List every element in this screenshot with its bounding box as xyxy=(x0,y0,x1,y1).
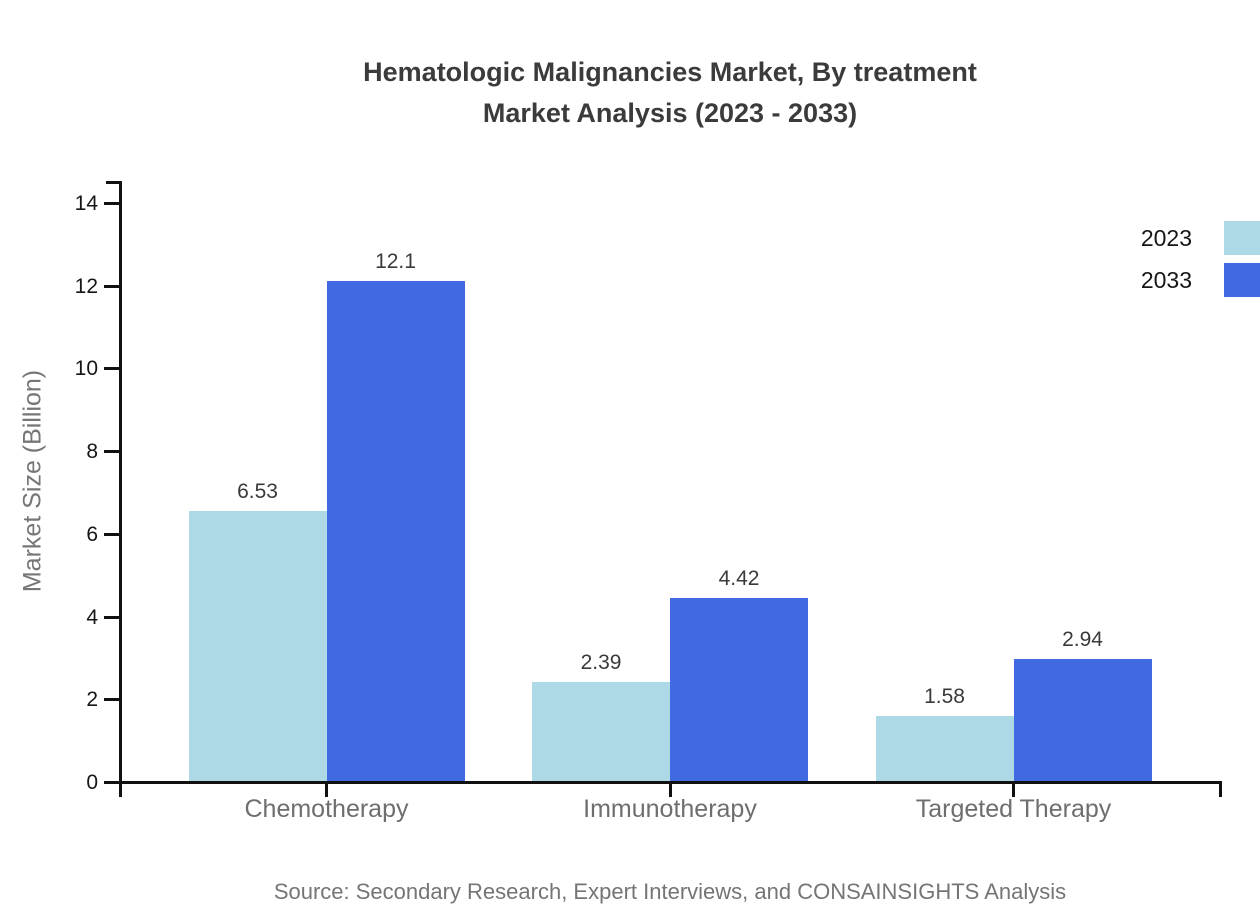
y-tick xyxy=(104,781,119,784)
bar-2033-chemotherapy xyxy=(326,280,465,781)
y-axis-end-cap xyxy=(106,181,119,184)
bar-value-label: 12.1 xyxy=(375,249,416,273)
y-tick xyxy=(104,450,119,454)
y-tick-label: 0 xyxy=(86,771,98,794)
y-tick-label: 2 xyxy=(86,688,98,712)
y-tick xyxy=(104,615,119,619)
x-category-label: Targeted Therapy xyxy=(915,795,1112,823)
y-tick-label: 10 xyxy=(74,357,98,381)
bar-2023-chemotherapy xyxy=(188,510,327,781)
x-tick xyxy=(668,784,672,797)
y-tick xyxy=(104,202,119,205)
y-tick-label: 8 xyxy=(86,440,98,464)
y-tick xyxy=(104,532,119,536)
bar-2023-targeted-therapy xyxy=(875,715,1014,781)
x-category-label: Immunotherapy xyxy=(583,795,757,823)
x-category-label: Chemotherapy xyxy=(244,795,409,823)
x-axis-line xyxy=(119,781,1222,784)
bar-value-label: 4.42 xyxy=(718,567,760,591)
legend-swatch-2033 xyxy=(1224,263,1260,297)
chart-title-line1: Hematologic Malignancies Market, By trea… xyxy=(363,57,977,87)
x-axis-right-end-cap xyxy=(1219,784,1222,797)
y-axis-label: Market Size (Billion) xyxy=(18,369,47,593)
chart-title: Hematologic Malignancies Market, By trea… xyxy=(80,52,1260,134)
bar-2033-immunotherapy xyxy=(670,598,808,781)
bar-2033-targeted-therapy xyxy=(1013,659,1152,781)
y-tick-label: 4 xyxy=(86,605,98,629)
bar-value-label: 6.53 xyxy=(237,479,278,503)
bar-value-label: 2.39 xyxy=(580,651,622,675)
y-tick xyxy=(104,698,119,702)
y-tick-label: 12 xyxy=(74,274,98,298)
x-tick xyxy=(1012,784,1015,797)
bar-value-label: 2.94 xyxy=(1062,628,1103,652)
y-tick xyxy=(104,367,119,371)
source-note: Source: Secondary Research, Expert Inter… xyxy=(273,879,1067,904)
x-tick xyxy=(325,784,328,797)
y-axis-line xyxy=(119,181,122,784)
legend-label-2033: 2033 xyxy=(1140,267,1192,293)
y-tick xyxy=(104,284,119,288)
x-axis-left-end-cap xyxy=(119,784,122,797)
y-tick-label: 14 xyxy=(74,192,98,215)
legend-swatch-2023 xyxy=(1224,221,1260,255)
bar-value-label: 1.58 xyxy=(924,684,965,708)
y-tick-label: 6 xyxy=(86,522,98,546)
chart-title-line2: Market Analysis (2023 - 2033) xyxy=(482,98,858,128)
bar-2023-immunotherapy xyxy=(532,682,670,781)
legend-label-2023: 2023 xyxy=(1140,225,1192,251)
